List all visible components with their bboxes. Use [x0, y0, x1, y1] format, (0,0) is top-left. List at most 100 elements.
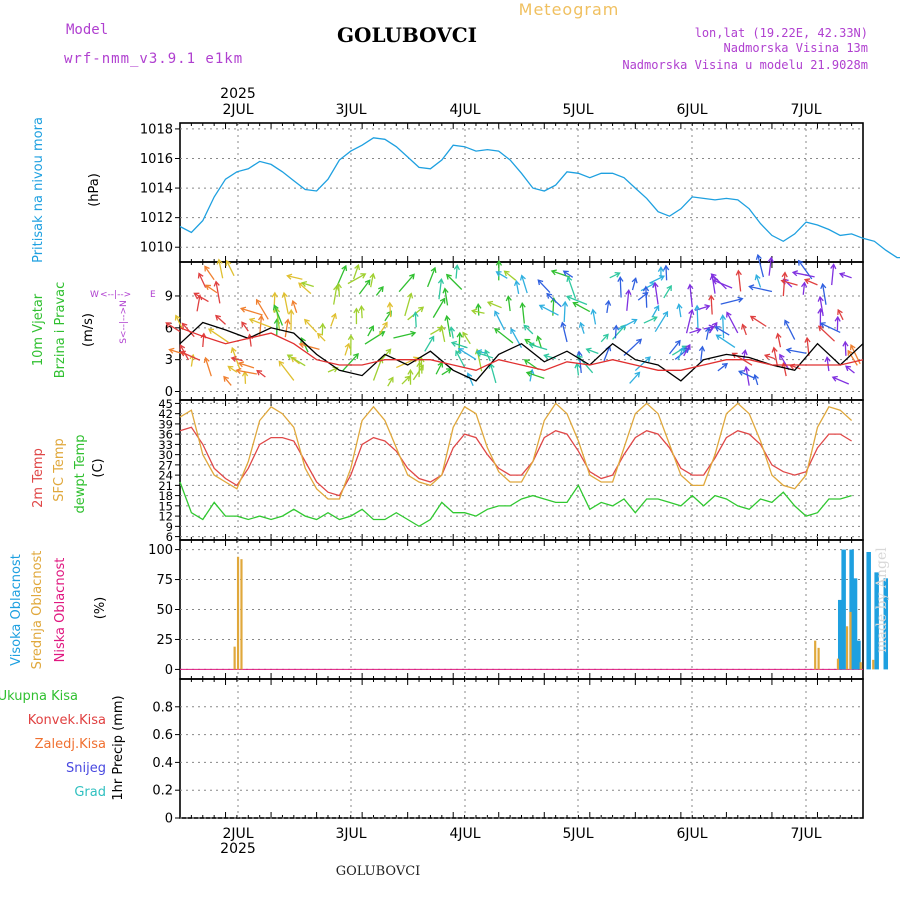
- wind-series-0-line: [180, 323, 863, 381]
- wind-vector: [655, 312, 667, 332]
- temp-unit: (C): [91, 458, 106, 477]
- precip-legend-item: Grad: [74, 785, 106, 800]
- wind-vector: [723, 315, 724, 338]
- precip-ytick-label: 0: [165, 812, 173, 827]
- temperature-series-1-line: [180, 403, 852, 499]
- bottom-year-label: 2025: [220, 841, 256, 857]
- cloud-bar: [814, 641, 816, 670]
- precip-panel: 0 0.2 0.4 0.6 0.8: [152, 679, 863, 827]
- cloud-bar: [849, 612, 851, 670]
- wind-vector: [697, 306, 698, 328]
- cloud-ylabel-mid: Srednja Oblacnost: [30, 551, 45, 670]
- cloud-bar: [860, 662, 862, 669]
- wind-vector: [751, 316, 766, 326]
- compass-north-south-label: S<--|-->N: [119, 300, 129, 344]
- wind-vector: [785, 320, 795, 339]
- bottom-day-label: 2JUL: [222, 826, 253, 842]
- wind-vector: [564, 302, 565, 322]
- precip-legend-item: Konvek.Kisa: [28, 713, 106, 728]
- compass-rose: W <--|--> E S<--|-->N: [90, 290, 156, 344]
- pressure-unit: (hPa): [87, 173, 102, 207]
- lonlat-label: lon,lat (19.22E, 42.33N): [695, 26, 868, 40]
- compass-west-label: W: [90, 290, 99, 300]
- temp-ylabel-dewpt: dewpt Temp: [73, 434, 88, 513]
- wind-vector: [845, 342, 846, 356]
- bottom-day-label: 4JUL: [449, 826, 480, 842]
- pressure-ytick-label: 1018: [140, 122, 173, 137]
- pressure-frame: [180, 123, 863, 262]
- wind-vector: [288, 355, 305, 366]
- meteogram-label: Meteogram: [519, 0, 620, 19]
- model-label: Model: [66, 22, 108, 38]
- wind-vector: [646, 287, 647, 308]
- wind-vector: [459, 349, 476, 360]
- temperature-ytick-label: 45: [158, 397, 173, 411]
- wind-ytick-label: 9: [165, 289, 173, 304]
- wind-vector: [538, 280, 550, 292]
- precip-ytick-label: 0.4: [152, 756, 173, 771]
- wind-vector: [419, 362, 420, 377]
- wind-vector: [495, 329, 513, 343]
- station-title: GOLUBOVCI: [337, 23, 477, 47]
- wind-vector: [540, 305, 559, 315]
- precip-ytick-label: 0.8: [152, 700, 173, 715]
- wind-vector: [182, 323, 194, 336]
- wind-vector: [630, 372, 640, 383]
- top-day-label: 6JUL: [676, 102, 707, 118]
- cloud-bar: [234, 647, 236, 670]
- elevation-label: Nadmorska Visina 13m: [724, 41, 869, 55]
- compass-arrows: <--|-->: [100, 290, 131, 300]
- wind-vector: [618, 320, 636, 330]
- precip-ytick-label: 0.6: [152, 728, 173, 743]
- wind-vector: [573, 303, 589, 312]
- bottom-day-label: 5JUL: [562, 826, 593, 842]
- pressure-ytick-label: 1014: [140, 182, 173, 197]
- cloud-ytick-label: 0: [165, 663, 173, 678]
- cloud-bar: [818, 648, 820, 670]
- wind-vector: [279, 361, 293, 380]
- pressure-series-0-line: [180, 138, 900, 258]
- precip-ytick-label: 0.2: [152, 784, 173, 799]
- temp-ylabel-2m: 2m Temp: [31, 448, 46, 508]
- wind-vector: [342, 354, 358, 371]
- pressure-ytick-label: 1016: [140, 152, 173, 167]
- cloud-bar: [872, 660, 874, 670]
- model-elevation-label: Nadmorska Visina u modelu 21.9028m: [622, 58, 868, 72]
- wind-vector: [209, 329, 228, 342]
- wind-vector: [717, 335, 735, 347]
- cloud-bar: [866, 552, 871, 669]
- temp-ylabel-sfc: SFC Temp: [52, 438, 67, 502]
- wind-vector: [399, 274, 414, 291]
- cloud-unit: (%): [93, 597, 108, 620]
- precip-legend-item: Zaledj.Kisa: [35, 737, 106, 752]
- bottom-day-label: 7JUL: [790, 826, 821, 842]
- wind-ylabel-1: 10m Vjetar: [31, 293, 46, 366]
- top-year-label: 2025: [220, 86, 256, 102]
- wind-ytick-label: 3: [165, 353, 173, 368]
- cloud-bar: [837, 659, 839, 670]
- temperature-frame: [180, 400, 863, 540]
- cloud-bar: [240, 559, 242, 669]
- wind-series-1-line: [180, 328, 863, 371]
- top-day-label: 3JUL: [335, 102, 366, 118]
- cloud-bar: [237, 557, 239, 670]
- temperature-series-2-line: [180, 482, 852, 526]
- precip-legend: Ukupna KisaKonvek.KisaZaledj.KisaSnijegG…: [0, 689, 106, 800]
- cloud-ytick-label: 75: [156, 573, 173, 588]
- top-day-label: 7JUL: [790, 102, 821, 118]
- precip-legend-item: Ukupna Kisa: [0, 689, 78, 704]
- wind-vector: [711, 296, 712, 315]
- cloud-ytick-label: 100: [148, 543, 173, 558]
- wind-vector: [359, 280, 369, 294]
- bottom-day-label: 6JUL: [676, 826, 707, 842]
- top-day-label: 2JUL: [222, 102, 253, 118]
- wind-vector: [567, 296, 587, 304]
- precip-frame: [180, 679, 863, 818]
- wind-vector: [415, 312, 416, 327]
- cloud-ylabel-high: Visoka Oblacnost: [9, 554, 24, 666]
- pressure-ytick-label: 1010: [140, 241, 173, 256]
